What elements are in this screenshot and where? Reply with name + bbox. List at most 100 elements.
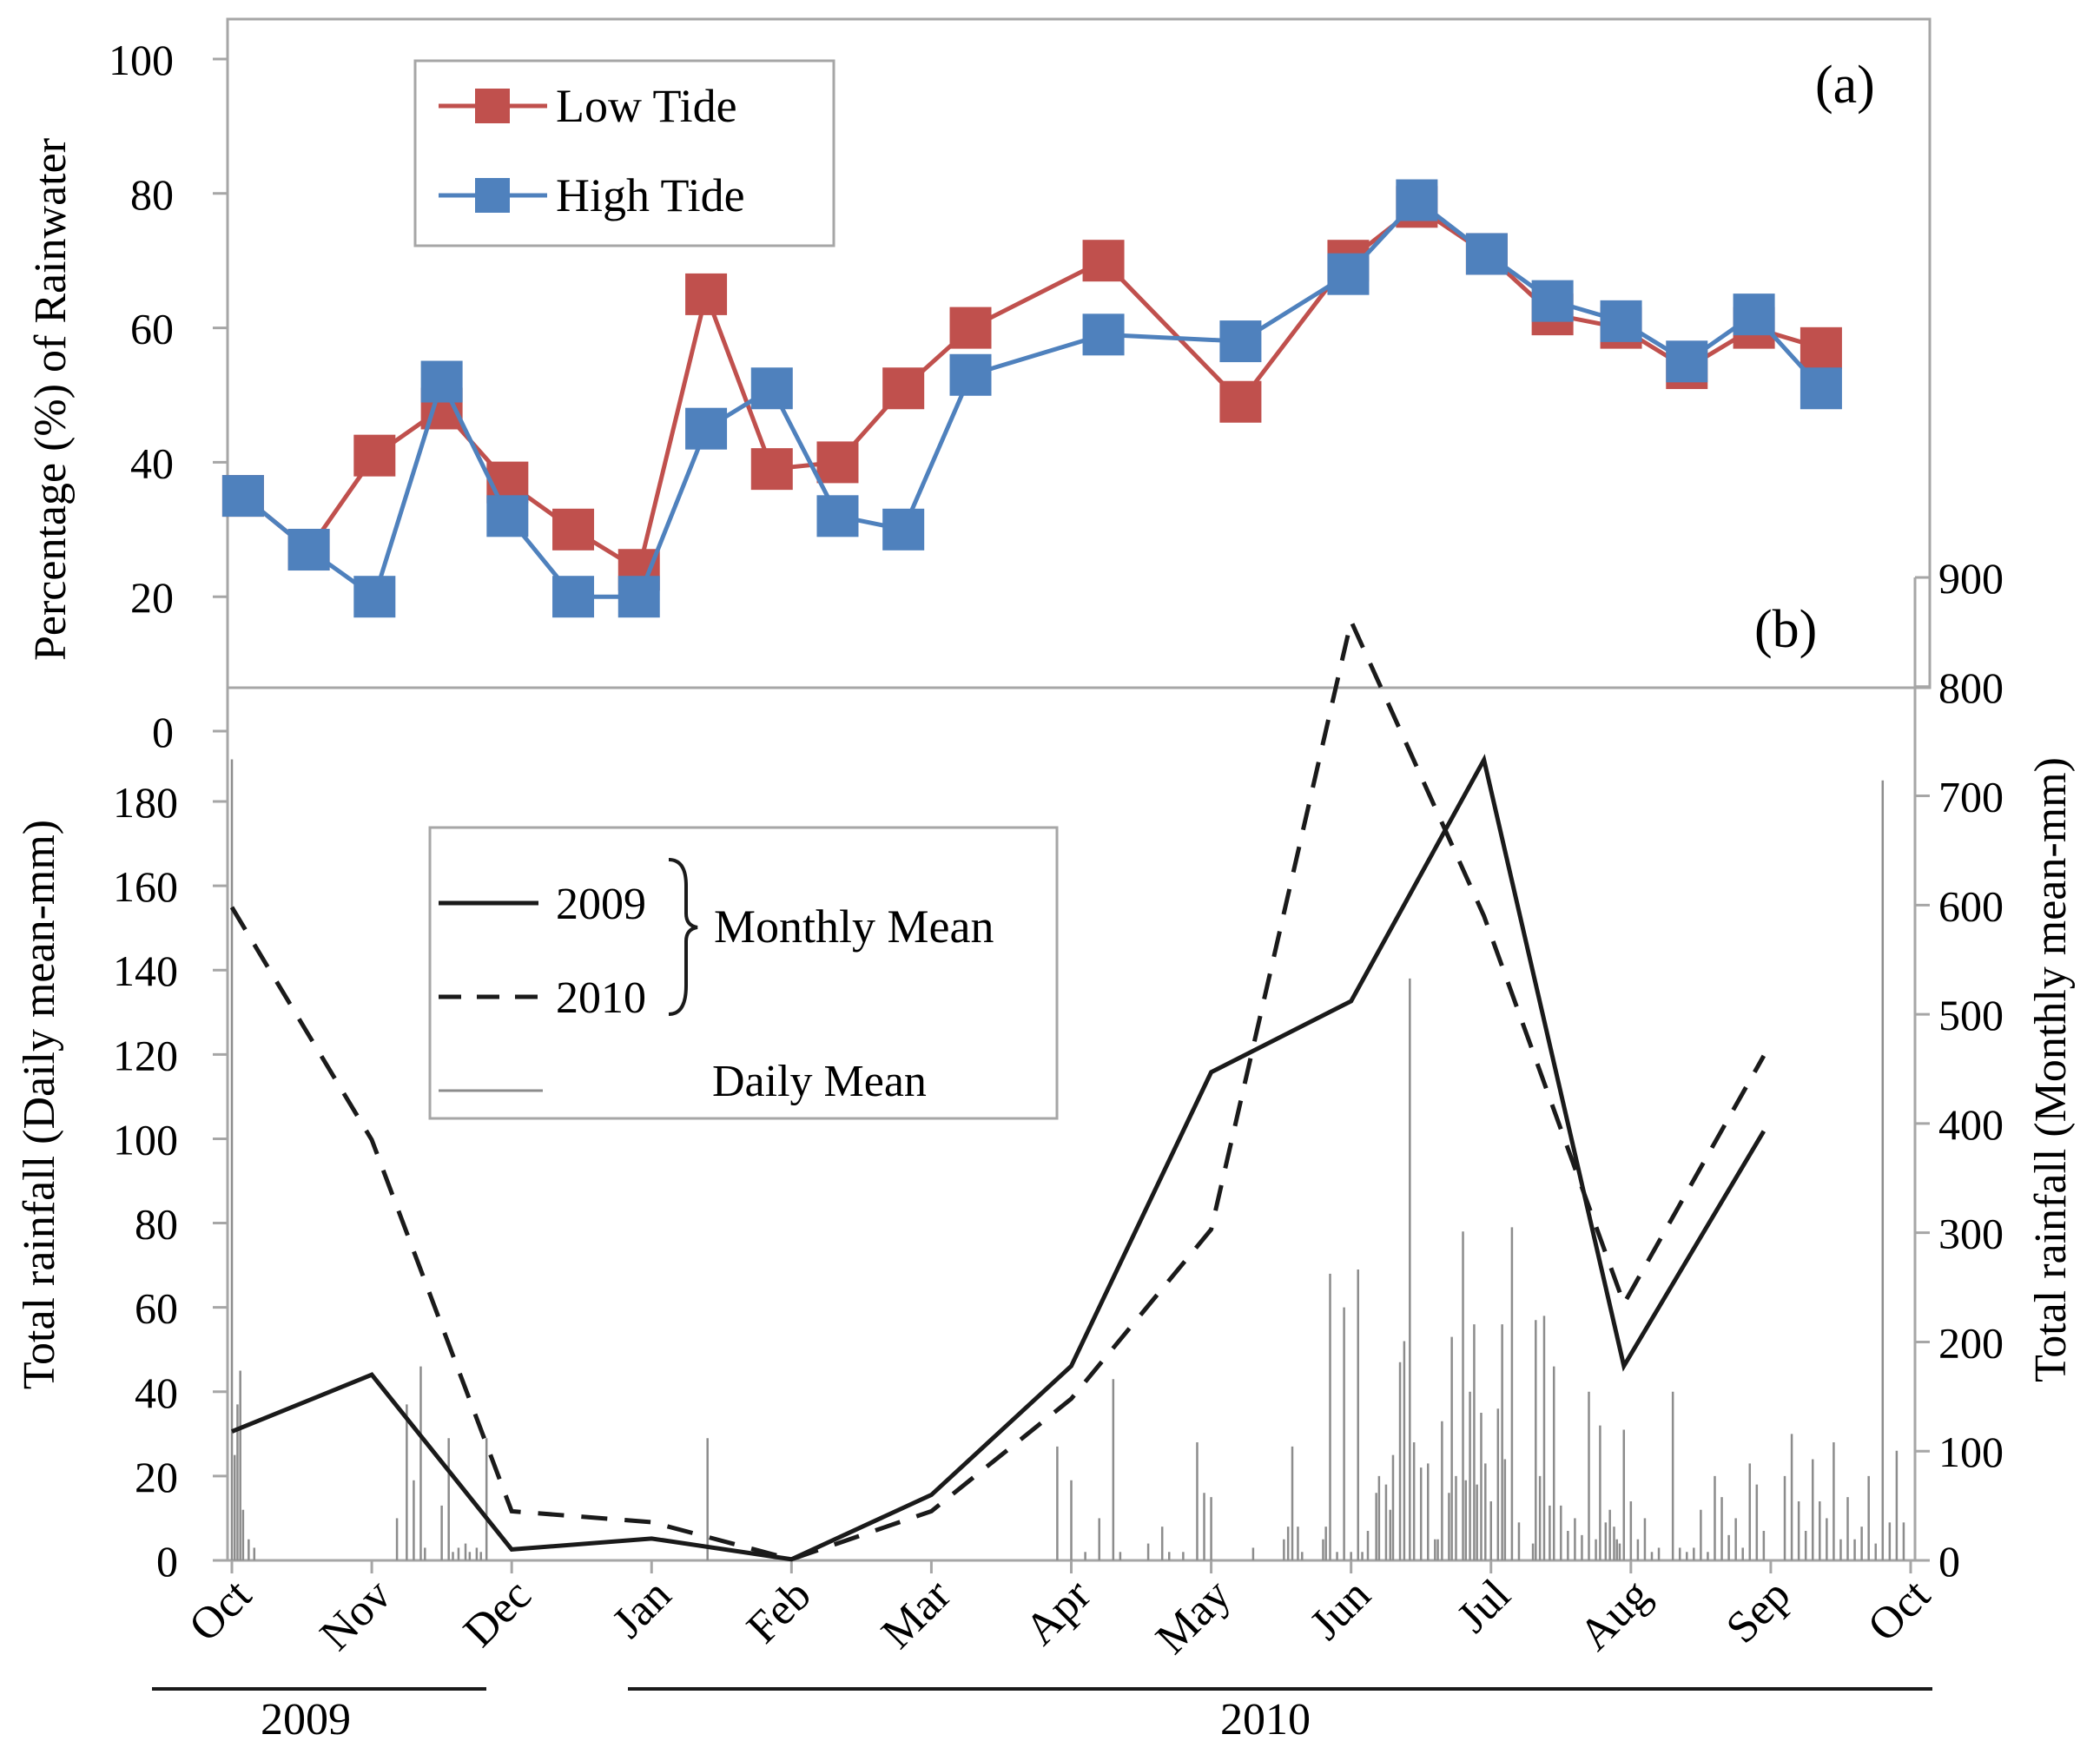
panel-b-x-tick-label: Oct xyxy=(1859,1570,1940,1652)
high-tide-point xyxy=(1219,320,1262,363)
high-tide-point xyxy=(1327,253,1370,295)
legend-monthly-mean-label: Monthly Mean xyxy=(714,900,994,953)
panel-b-x-tick-label: Feb xyxy=(737,1570,820,1652)
panel-b-left-y-tick-label: 20 xyxy=(135,1453,178,1501)
panel-a-y-axis-label: Percentage (%) of Rainwater xyxy=(26,138,76,661)
high-tide-point xyxy=(882,508,925,551)
panel-b-right-y-ticks: 0 100 200 300 400 500 600 700 800 900 xyxy=(1915,554,2004,1586)
panel-b-x-tick-label: Oct xyxy=(180,1570,261,1652)
panel-b-x-tick-label: May xyxy=(1146,1570,1240,1664)
panel-b-x-tick-label: Aug xyxy=(1570,1570,1661,1660)
high-tide-point xyxy=(486,495,529,537)
panel-b-right-y-tick-label: 800 xyxy=(1938,663,2004,712)
panel-b-right-y-tick-label: 300 xyxy=(1938,1210,2004,1258)
panel-b-right-y-tick-label: 0 xyxy=(1938,1537,1960,1586)
low-tide-point xyxy=(552,508,595,551)
high-tide-point xyxy=(221,475,264,518)
panel-a-legend: Low Tide High Tide xyxy=(413,59,835,247)
panel-a-y-tick-label: 100 xyxy=(109,36,174,84)
panel-b-left-y-tick-label: 160 xyxy=(113,862,178,911)
panel-b-right-y-tick-label: 600 xyxy=(1938,881,2004,930)
panel-b-left-y-tick-label: 80 xyxy=(135,1200,178,1249)
panel-b-left-y-tick-label: 0 xyxy=(156,1537,178,1586)
panel-b-left-y-tick-label: 60 xyxy=(135,1284,178,1333)
legend-2009-label: 2009 xyxy=(556,880,646,929)
panel-a-y-tick-label: 20 xyxy=(130,573,174,622)
panel-b-x-tick-label: Jun xyxy=(1301,1570,1380,1649)
low-tide-point xyxy=(882,367,925,410)
panel-b-x-tick-label: Dec xyxy=(454,1570,541,1657)
panel-a-y-tick-label: 40 xyxy=(130,439,174,487)
panel-b-daily-mean-bars xyxy=(230,759,1905,1560)
high-tide-point xyxy=(287,529,330,571)
panel-b-left-y-tick-label: 40 xyxy=(135,1368,178,1417)
high-tide-series-line xyxy=(241,197,1823,601)
panel-b-left-y-tick-label: 100 xyxy=(113,1115,178,1164)
legend-low-tide-marker xyxy=(475,89,510,123)
high-tide-point xyxy=(1800,367,1842,410)
legend-high-tide-label: High Tide xyxy=(556,169,745,221)
monthly-mean-2010-line xyxy=(229,614,1767,1562)
low-tide-point xyxy=(1082,240,1125,282)
panel-b-left-y-tick-label: 180 xyxy=(113,778,178,827)
panel-a-y-tick-label: 80 xyxy=(130,170,174,219)
panel-b-right-y-tick-label: 700 xyxy=(1938,773,2004,821)
high-tide-point xyxy=(949,353,992,396)
panel-b-x-tick-label: Apr xyxy=(1015,1570,1100,1654)
high-tide-point xyxy=(1666,340,1708,383)
legend-brace xyxy=(668,858,698,1016)
high-tide-point xyxy=(685,407,728,450)
panel-b-x-tick-label: Jan xyxy=(603,1570,680,1647)
panel-b-left-y-tick-label: 120 xyxy=(113,1031,178,1079)
panel-b-right-y-tick-label: 500 xyxy=(1938,991,2004,1039)
low-tide-point xyxy=(816,441,859,484)
panel-b-legend-box xyxy=(428,826,1059,1120)
panel-a-frame xyxy=(226,17,1932,689)
high-tide-point xyxy=(420,360,463,403)
low-tide-point xyxy=(685,273,728,315)
panel-b-x-tick-label: Jul xyxy=(1448,1570,1520,1642)
high-tide-point xyxy=(1465,233,1508,275)
panel-a-label: (a) xyxy=(1815,56,1875,115)
panel-b-left-y-axis-label: Total rainfall (Daily mean-mm) xyxy=(15,820,64,1389)
high-tide-point xyxy=(1531,280,1574,322)
panel-b-label: (b) xyxy=(1754,600,1817,659)
high-tide-point xyxy=(1733,293,1775,336)
panel-b-right-y-axis-label: Total rainfall (Monthly mean-mm) xyxy=(2026,757,2076,1382)
panel-a-y-axis: 0 20 40 60 80 100 xyxy=(109,36,228,756)
panel-a-y-tick-label: 0 xyxy=(152,708,174,756)
legend-daily-mean-label: Daily Mean xyxy=(712,1057,927,1106)
panel-b-monthly-mean-lines xyxy=(229,614,1767,1562)
low-tide-point xyxy=(353,434,396,477)
panel-b-left-y-ticks: 0 20 40 60 80 100 120 140 160 180 xyxy=(113,778,228,1586)
high-tide-point xyxy=(552,576,595,618)
high-tide-point xyxy=(617,576,660,618)
monthly-mean-2009-line xyxy=(231,754,1767,1562)
panel-b-legend: 2009 2010 Monthly Mean Daily Mean xyxy=(428,826,1059,1120)
high-tide-point xyxy=(750,367,793,410)
low-tide-point xyxy=(949,307,992,349)
panel-b-x-tick-label: Mar xyxy=(872,1570,961,1659)
high-tide-point xyxy=(1082,313,1125,356)
high-tide-point xyxy=(353,576,396,618)
panel-b-right-y-tick-label: 900 xyxy=(1938,554,2004,603)
panel-a-y-tick-label: 60 xyxy=(130,305,174,353)
legend-2010-label: 2010 xyxy=(556,973,646,1023)
low-tide-point xyxy=(1800,326,1842,369)
panel-a-series xyxy=(221,179,1842,618)
panel-b-x-tick-label: Nov xyxy=(311,1570,401,1660)
panel-b-left-y-tick-label: 140 xyxy=(113,946,178,995)
panel-b-right-y-tick-label: 100 xyxy=(1938,1428,2004,1476)
year-2009-label: 2009 xyxy=(261,1695,351,1741)
high-tide-point xyxy=(816,495,859,537)
panel-b-right-y-tick-label: 200 xyxy=(1938,1318,2004,1367)
year-2010-label: 2010 xyxy=(1220,1695,1311,1741)
panel-b-right-y-tick-label: 400 xyxy=(1938,1100,2004,1149)
legend-high-tide-marker xyxy=(475,178,510,213)
panel-b-x-tick-label: Sep xyxy=(1717,1570,1800,1652)
panel-b-x-ticks: Oct Nov Dec Jan Feb Mar Apr May Jun Jul Aug Sep Oct xyxy=(180,1560,1940,1664)
legend-low-tide-label: Low Tide xyxy=(556,80,737,132)
high-tide-point xyxy=(1396,179,1438,221)
low-tide-point xyxy=(1219,380,1262,423)
